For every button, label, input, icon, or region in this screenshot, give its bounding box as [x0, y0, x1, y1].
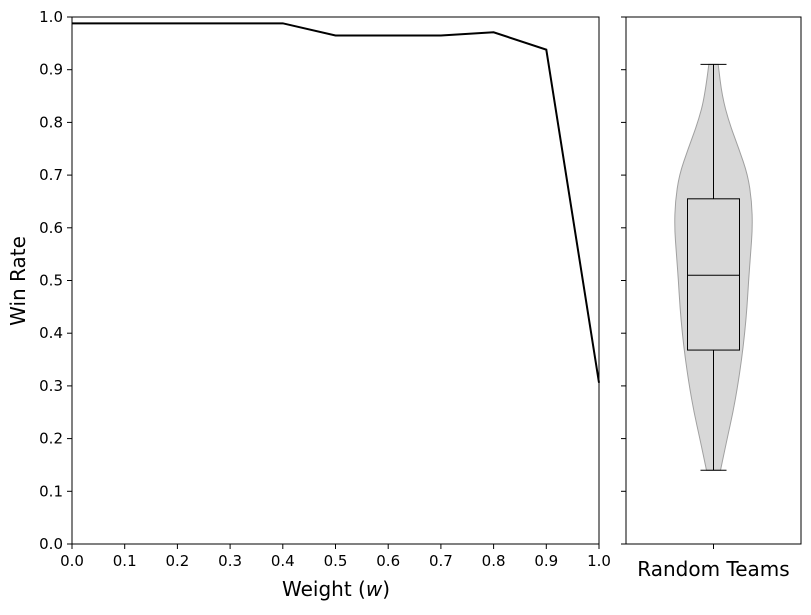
- x-tick-label: 0.9: [534, 552, 558, 570]
- y-tick-label: 0.9: [39, 61, 63, 79]
- x-tick-label: 0.8: [482, 552, 506, 570]
- violin-y-ticks: [621, 16, 626, 545]
- y-tick-label: 0.5: [39, 272, 63, 290]
- y-axis-ticks: 0.0 0.1 0.2 0.3 0.4 0.5 0.6 0.7 0.8 0.9 1.0: [39, 8, 72, 553]
- x-tick-label: 0.7: [429, 552, 453, 570]
- x-tick-label: 1.0: [587, 552, 611, 570]
- x-tick-label: 0.5: [324, 552, 348, 570]
- line-chart-frame: [71, 16, 600, 545]
- y-tick-label: 0.6: [39, 219, 63, 237]
- x-axis-ticks: 0.0 0.1 0.2 0.3 0.4 0.5 0.6 0.7 0.8 0.9 1.0: [60, 544, 611, 570]
- x-axis-label: Weight (w): [282, 577, 390, 601]
- iqr-box: [687, 198, 740, 351]
- line-chart-panel: 0.0 0.1 0.2 0.3 0.4 0.5 0.6 0.7 0.8 0.9 1.0 0.0 0.1…: [6, 8, 611, 601]
- violin-x-label: Random Teams: [637, 557, 789, 581]
- y-tick-label: 0.0: [39, 535, 63, 553]
- x-tick-label: 0.0: [60, 552, 84, 570]
- y-tick-label: 0.4: [39, 324, 63, 342]
- violin-panel: Random Teams: [621, 16, 802, 581]
- x-tick-label: 0.6: [376, 552, 400, 570]
- y-tick-label: 1.0: [39, 8, 63, 26]
- y-tick-label: 0.1: [39, 482, 63, 500]
- y-tick-label: 0.2: [39, 430, 63, 448]
- y-tick-label: 0.7: [39, 166, 63, 184]
- y-axis-label: Win Rate: [6, 236, 30, 326]
- x-tick-label: 0.1: [113, 552, 137, 570]
- y-tick-label: 0.8: [39, 113, 63, 131]
- x-tick-label: 0.2: [165, 552, 189, 570]
- x-tick-label: 0.3: [218, 552, 242, 570]
- win-rate-line: [72, 22, 600, 383]
- x-tick-label: 0.4: [271, 552, 295, 570]
- box-plot: [687, 63, 740, 471]
- y-tick-label: 0.3: [39, 377, 63, 395]
